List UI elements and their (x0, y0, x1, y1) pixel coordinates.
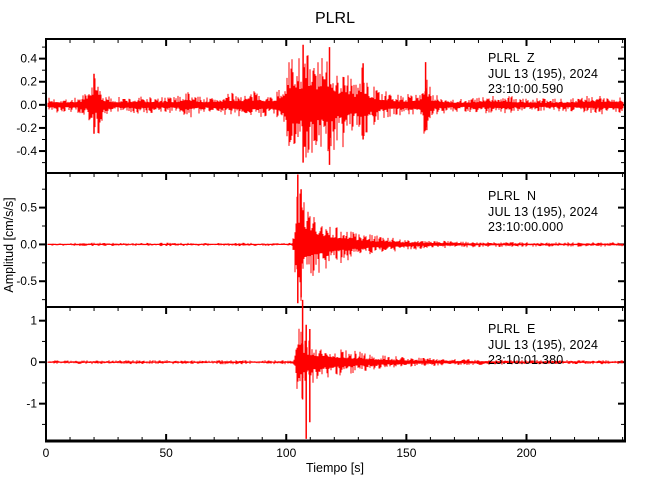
y-tick-label: 1 (30, 314, 37, 328)
panel-e-labels: PLRL E JUL 13 (195), 2024 23:10:01.380 (488, 322, 598, 367)
y-tick-label: -1 (26, 397, 37, 411)
plot-dynamic-layer: 0.4 0.2 0.0 -0.2 -0.4 0.5 0.0 -0.5 1 0 -1 0 50 100 150… (16, 38, 626, 460)
waveform-trace-Z (47, 55, 624, 158)
x-axis-label: Tiempo [s] (306, 461, 364, 475)
x-tick-label: 50 (159, 446, 173, 460)
panel-n-date-label: JUL 13 (195), 2024 (488, 205, 598, 219)
waveform-spikes-Z (93, 44, 427, 165)
panel-e-station-label: PLRL E (488, 322, 536, 336)
y-tick-label: 0.0 (20, 98, 37, 112)
y-tick-label: 0.5 (20, 201, 37, 215)
panel-n-station-label: PLRL N (488, 189, 536, 203)
x-tick-label: 200 (516, 446, 536, 460)
waveform-spikes-N (297, 174, 302, 304)
panel-n-labels: PLRL N JUL 13 (195), 2024 23:10:00.000 (488, 189, 598, 234)
panel-z-time-label: 23:10:00.590 (488, 82, 563, 96)
y-tick-label: -0.4 (16, 144, 37, 158)
panel-n-time-label: 23:10:00.000 (488, 220, 563, 234)
x-tick-label: 150 (396, 446, 416, 460)
y-tick-label: 0.0 (20, 237, 37, 251)
waveform-spikes-E (301, 299, 311, 439)
panel-z-labels: PLRL Z JUL 13 (195), 2024 23:10:00.590 (488, 51, 598, 96)
y-tick-label: 0 (30, 355, 37, 369)
waveform-trace-E (47, 328, 624, 399)
y-tick-label: -0.5 (16, 274, 37, 288)
x-tick-label: 0 (43, 446, 50, 460)
y-axis-label: Amplitud [cm/s/s] (2, 197, 16, 292)
chart-title: PLRL (315, 10, 355, 27)
y-tick-label: 0.4 (20, 52, 37, 66)
panel-e-date-label: JUL 13 (195), 2024 (488, 338, 598, 352)
panel-e-time-label: 23:10:01.380 (488, 353, 563, 367)
waveform-trace-N (47, 193, 624, 301)
x-tick-label: 100 (276, 446, 296, 460)
y-tick-label: -0.2 (16, 121, 37, 135)
panel-frame-E (45, 306, 626, 442)
y-tick-label: 0.2 (20, 75, 37, 89)
panel-z-date-label: JUL 13 (195), 2024 (488, 67, 598, 81)
panel-z-station-label: PLRL Z (488, 51, 535, 65)
